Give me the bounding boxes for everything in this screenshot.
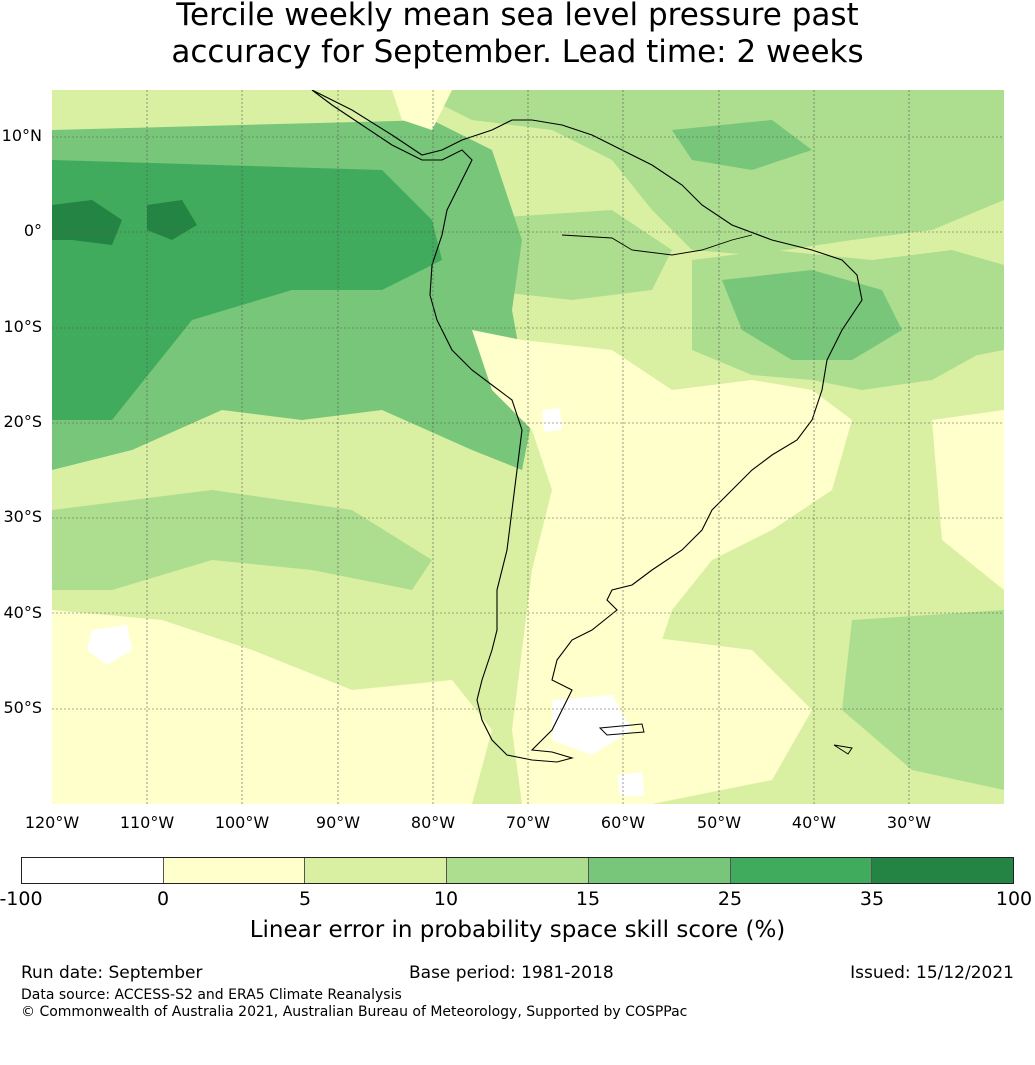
- base-period: Base period: 1981-2018: [409, 963, 614, 983]
- region-25-caribbean: [672, 120, 812, 170]
- run-date: Run date: September: [21, 963, 203, 983]
- colorbar-segment-10-15: [447, 858, 589, 883]
- copyright: © Commonwealth of Australia 2021, Austra…: [21, 1004, 688, 1020]
- region-5-east-atlantic: [932, 410, 1004, 590]
- colorbar-label: Linear error in probability space skill …: [249, 917, 786, 943]
- colorbar-tick: 35: [859, 888, 885, 910]
- lon-label-50w: 50°W: [696, 813, 742, 832]
- falkland-islands-outline: [598, 723, 645, 736]
- region-negative-patagonia: [552, 695, 632, 755]
- region-15-south-atlantic: [842, 610, 1004, 790]
- lat-label-20s: 20°S: [3, 412, 42, 431]
- map-gridlines: [52, 90, 1004, 804]
- colorbar-tick: 10: [433, 888, 459, 910]
- colorbar-tick: 100: [995, 888, 1033, 910]
- colorbar-tick: 5: [298, 888, 312, 910]
- colorbar-segment-5-10: [305, 858, 448, 883]
- chart-title-line-1: Tercile weekly mean sea level pressure p…: [176, 0, 859, 33]
- region-negative-atlantic: [617, 772, 644, 796]
- region-negative-andes: [542, 408, 562, 432]
- region-15-atlantic-east: [932, 300, 1004, 360]
- colorbar-tick: 15: [575, 888, 601, 910]
- region-negative-pacific: [87, 625, 132, 665]
- south-georgia-outline: [833, 744, 853, 755]
- colorbar: [21, 857, 1014, 884]
- south-america-coastline: [311, 90, 863, 763]
- region-5-south-atlantic: [572, 630, 812, 804]
- lat-label-50s: 50°S: [3, 698, 42, 717]
- skill-score-map: [52, 90, 1004, 804]
- colorbar-tick: 25: [717, 888, 743, 910]
- chart-title-line-2: accuracy for September. Lead time: 2 wee…: [171, 34, 864, 70]
- data-source: Data source: ACCESS-S2 and ERA5 Climate …: [21, 987, 402, 1003]
- lat-label-30s: 30°S: [3, 507, 42, 526]
- region-5-south-pacific: [52, 610, 492, 804]
- lon-label-120w: 120°W: [24, 813, 80, 832]
- region-5-central-america: [392, 90, 452, 130]
- colorbar-tick: -100: [0, 888, 43, 910]
- lon-label-40w: 40°W: [791, 813, 837, 832]
- map-svg: [52, 90, 1004, 804]
- lon-label-100w: 100°W: [214, 813, 270, 832]
- region-5-continent: [472, 330, 852, 804]
- colorbar-segment-15-25: [588, 858, 731, 883]
- colorbar-tick: 0: [156, 888, 170, 910]
- issued-date: Issued: 15/12/2021: [850, 963, 1014, 983]
- colorbar-segment-neg100-0: [22, 858, 164, 883]
- lon-label-70w: 70°W: [505, 813, 551, 832]
- region-25-brazil-coast: [722, 270, 902, 360]
- lon-label-110w: 110°W: [119, 813, 175, 832]
- lat-label-0: 0°: [23, 221, 42, 240]
- region-100-pacific-west: [52, 200, 122, 245]
- colorbar-segment-25-35: [730, 858, 873, 883]
- lat-label-10n: 10°N: [1, 126, 42, 145]
- colorbar-segment-0-5: [163, 858, 306, 883]
- amazon-river-line: [561, 234, 753, 256]
- lat-label-40s: 40°S: [3, 603, 42, 622]
- lon-label-90w: 90°W: [315, 813, 361, 832]
- colorbar-segment-35-100: [872, 858, 1014, 883]
- lon-label-60w: 60°W: [600, 813, 646, 832]
- lon-label-30w: 30°W: [886, 813, 932, 832]
- lat-label-10s: 10°S: [3, 317, 42, 336]
- lon-label-80w: 80°W: [410, 813, 456, 832]
- region-100-pacific-central: [147, 200, 197, 240]
